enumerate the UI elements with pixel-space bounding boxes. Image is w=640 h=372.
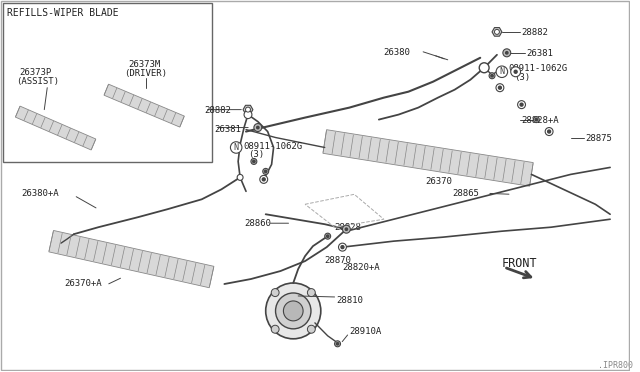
Circle shape xyxy=(271,289,279,296)
Circle shape xyxy=(263,169,269,174)
Text: 28828+A: 28828+A xyxy=(522,116,559,125)
Text: 26373P: 26373P xyxy=(20,68,52,77)
Polygon shape xyxy=(49,230,214,288)
Circle shape xyxy=(339,243,346,251)
Circle shape xyxy=(251,158,257,164)
Circle shape xyxy=(520,103,523,106)
Text: 28882: 28882 xyxy=(522,28,548,37)
Circle shape xyxy=(499,86,501,89)
Circle shape xyxy=(326,235,329,237)
Text: N: N xyxy=(234,143,239,152)
Text: N: N xyxy=(499,67,504,76)
Circle shape xyxy=(237,174,243,180)
Text: 28870: 28870 xyxy=(324,256,351,265)
Circle shape xyxy=(276,293,311,329)
Text: 26380: 26380 xyxy=(384,48,411,57)
Text: 28875: 28875 xyxy=(586,134,612,142)
Circle shape xyxy=(284,301,303,321)
Circle shape xyxy=(479,63,489,73)
Text: 28828: 28828 xyxy=(335,223,362,232)
Text: REFILLS-WIPER BLADE: REFILLS-WIPER BLADE xyxy=(7,8,118,18)
Circle shape xyxy=(545,128,553,135)
Circle shape xyxy=(496,84,504,92)
Circle shape xyxy=(260,175,268,183)
Text: 26373M: 26373M xyxy=(128,60,160,69)
Circle shape xyxy=(271,325,279,333)
Circle shape xyxy=(307,289,316,296)
Circle shape xyxy=(257,126,259,129)
Circle shape xyxy=(246,107,250,112)
Bar xyxy=(3,3,212,163)
Text: (ASSIST): (ASSIST) xyxy=(16,77,59,86)
Circle shape xyxy=(506,52,508,54)
Circle shape xyxy=(341,246,344,248)
Circle shape xyxy=(503,49,511,57)
Polygon shape xyxy=(243,105,253,114)
Text: FRONT: FRONT xyxy=(502,257,538,270)
Circle shape xyxy=(533,116,540,122)
Text: 28820+A: 28820+A xyxy=(342,263,380,272)
Circle shape xyxy=(262,178,265,181)
Text: .IPR800: .IPR800 xyxy=(598,361,634,370)
Text: 08911-1062G: 08911-1062G xyxy=(243,141,302,151)
Text: 26370+A: 26370+A xyxy=(64,279,102,288)
Text: (3): (3) xyxy=(514,73,530,82)
Circle shape xyxy=(491,74,493,77)
Text: 28910A: 28910A xyxy=(349,327,381,336)
Text: 28860: 28860 xyxy=(244,219,271,228)
Circle shape xyxy=(345,228,348,230)
Circle shape xyxy=(548,130,550,133)
Circle shape xyxy=(518,101,525,109)
Text: (3): (3) xyxy=(248,150,264,160)
Circle shape xyxy=(264,170,267,173)
Polygon shape xyxy=(323,130,533,186)
Text: 08911-1062G: 08911-1062G xyxy=(509,64,568,73)
Text: 26380+A: 26380+A xyxy=(22,189,60,198)
Circle shape xyxy=(266,283,321,339)
Circle shape xyxy=(253,160,255,163)
Text: (DRIVER): (DRIVER) xyxy=(124,69,167,78)
Circle shape xyxy=(324,233,331,239)
Circle shape xyxy=(511,67,520,77)
Circle shape xyxy=(495,29,499,34)
Polygon shape xyxy=(492,28,502,36)
Text: 26381: 26381 xyxy=(214,125,241,134)
Text: 26381: 26381 xyxy=(527,49,554,58)
Circle shape xyxy=(307,325,316,333)
Circle shape xyxy=(335,341,340,347)
Text: 28882: 28882 xyxy=(205,106,232,115)
Circle shape xyxy=(254,124,262,132)
Circle shape xyxy=(489,73,495,79)
Circle shape xyxy=(337,343,339,345)
Circle shape xyxy=(535,118,538,121)
Text: 26370: 26370 xyxy=(425,177,452,186)
Circle shape xyxy=(244,110,252,119)
Circle shape xyxy=(342,225,350,233)
Text: 28810: 28810 xyxy=(337,296,364,305)
Polygon shape xyxy=(15,106,96,150)
Circle shape xyxy=(514,70,517,73)
Text: 28865: 28865 xyxy=(452,189,479,198)
Polygon shape xyxy=(104,84,184,127)
